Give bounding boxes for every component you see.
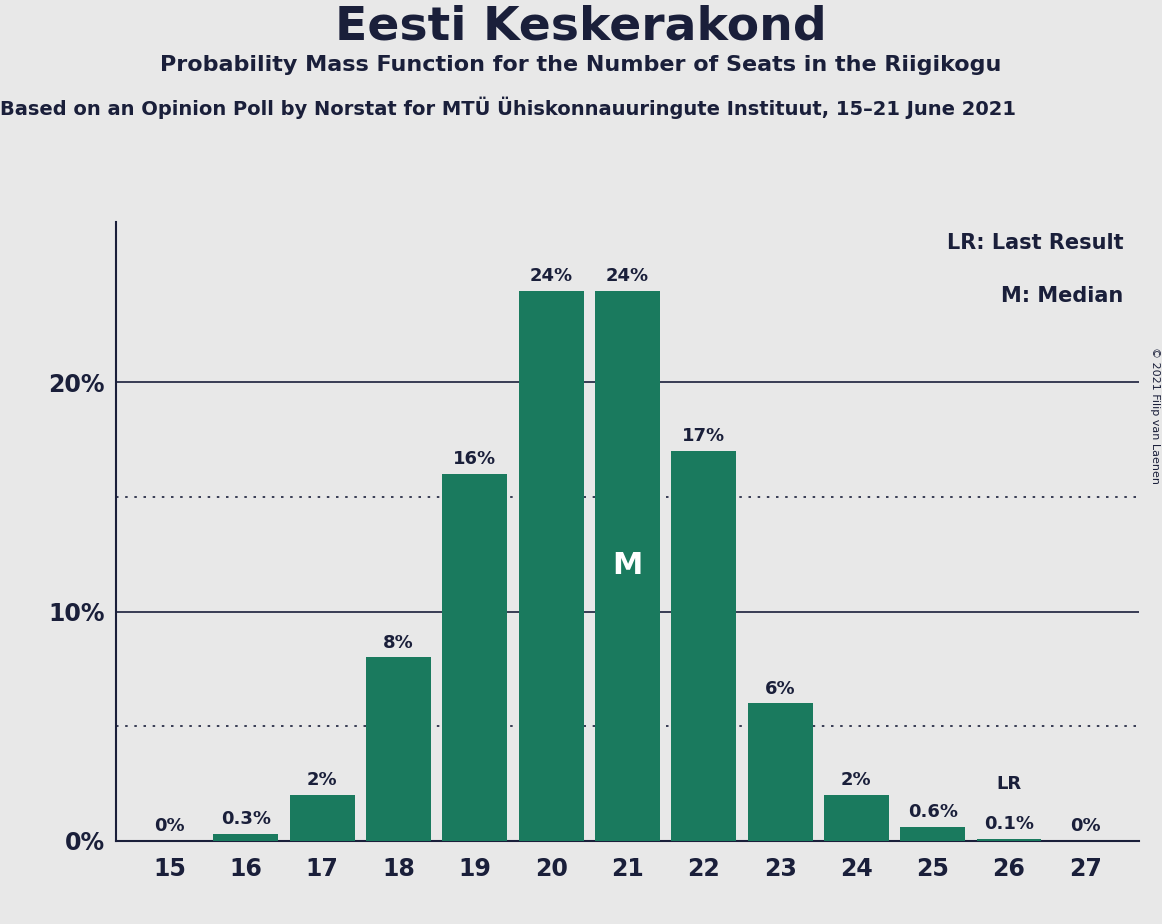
Text: 0.3%: 0.3% <box>221 810 271 828</box>
Bar <box>289 795 354 841</box>
Text: Based on an Opinion Poll by Norstat for MTÜ Ühiskonnauuringute Instituut, 15–21 : Based on an Opinion Poll by Norstat for … <box>0 97 1016 119</box>
Bar <box>595 290 660 841</box>
Text: LR: LR <box>997 774 1021 793</box>
Text: 0.1%: 0.1% <box>984 815 1034 833</box>
Bar <box>214 834 279 841</box>
Text: 24%: 24% <box>605 267 650 285</box>
Text: M: M <box>612 552 643 580</box>
Bar <box>366 657 431 841</box>
Bar <box>443 474 508 841</box>
Text: 0%: 0% <box>1070 817 1100 835</box>
Bar <box>976 839 1041 841</box>
Text: LR: Last Result: LR: Last Result <box>947 233 1124 253</box>
Bar <box>824 795 889 841</box>
Text: Eesti Keskerakond: Eesti Keskerakond <box>335 5 827 50</box>
Text: Probability Mass Function for the Number of Seats in the Riigikogu: Probability Mass Function for the Number… <box>160 55 1002 76</box>
Bar <box>901 827 966 841</box>
Text: 24%: 24% <box>530 267 573 285</box>
Bar <box>672 451 737 841</box>
Text: 6%: 6% <box>765 679 796 698</box>
Bar <box>747 703 812 841</box>
Text: 16%: 16% <box>453 450 496 468</box>
Text: M: Median: M: Median <box>1002 286 1124 306</box>
Text: 2%: 2% <box>307 772 337 789</box>
Text: 2%: 2% <box>841 772 872 789</box>
Text: 8%: 8% <box>383 634 414 651</box>
Bar <box>518 290 583 841</box>
Text: 17%: 17% <box>682 427 725 445</box>
Text: 0.6%: 0.6% <box>908 803 957 821</box>
Text: 0%: 0% <box>155 817 185 835</box>
Text: © 2021 Filip van Laenen: © 2021 Filip van Laenen <box>1149 347 1160 484</box>
